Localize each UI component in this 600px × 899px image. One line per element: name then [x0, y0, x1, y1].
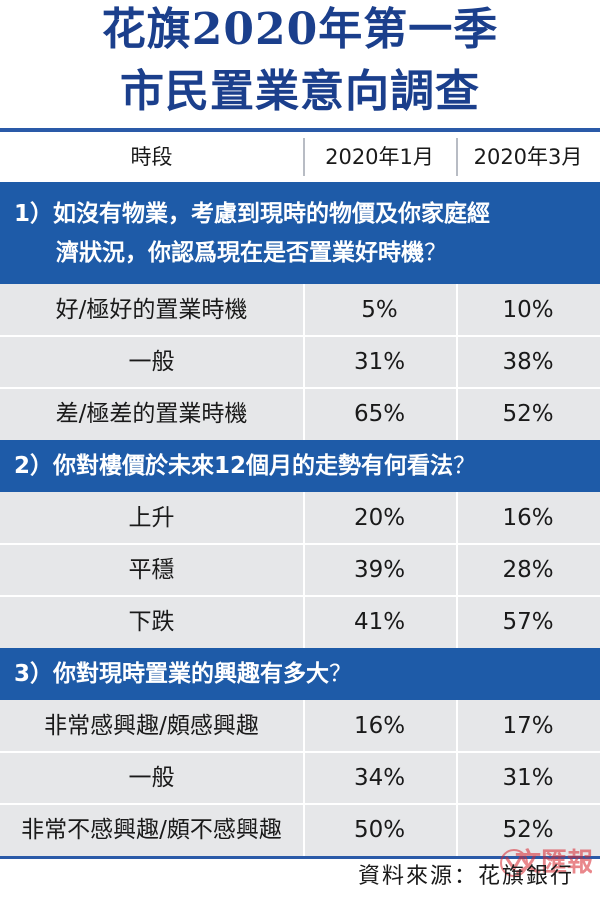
question-1-band: 1）如沒有物業，考慮到現時的物價及你家庭經 濟狀況，你認爲現在是否置業好時機？	[0, 182, 600, 284]
row-mar: 10%	[502, 297, 554, 323]
header-jan: 2020年1月	[325, 145, 434, 169]
row-mar: 38%	[502, 349, 554, 375]
question-3-number: 3）	[14, 661, 54, 687]
question-2-qmark: ？	[453, 453, 477, 479]
question-1-number: 1）	[14, 201, 54, 227]
row-jan: 16%	[353, 713, 406, 739]
row-mar: 31%	[502, 765, 554, 791]
row-jan: 39%	[353, 557, 406, 583]
table-row: 非常感興趣/頗感興趣 16% 17%	[0, 700, 600, 752]
question-1-text-line2: 濟狀況，你認爲現在是否置業好時機	[56, 240, 424, 266]
watermark-text: 文匯報	[515, 847, 592, 878]
bottom-rule	[0, 856, 600, 859]
table-row: 上升 20% 16%	[0, 492, 600, 544]
page-title-line1: 花旗2020年第一季	[101, 4, 499, 55]
question-3-qmark: ？	[329, 661, 353, 687]
row-jan: 50%	[353, 817, 406, 843]
header-mar: 2020年3月	[473, 145, 583, 169]
row-label: 一般	[128, 765, 175, 791]
table-row: 好/極好的置業時機 5% 10%	[0, 284, 600, 336]
top-rule	[0, 128, 600, 132]
row-label: 非常感興趣/頗感興趣	[44, 713, 259, 739]
table-row: 一般 34% 31%	[0, 752, 600, 804]
row-label: 平穩	[128, 557, 175, 583]
row-label: 下跌	[128, 609, 175, 635]
row-label: 一般	[128, 349, 175, 375]
row-mar: 52%	[502, 401, 554, 427]
question-2-text: 你對樓價於未來12個月的走勢有何看法	[53, 453, 454, 479]
row-label: 好/極好的置業時機	[55, 297, 248, 323]
question-3-text: 你對現時置業的興趣有多大	[53, 661, 330, 687]
question-1-text-line1: 如沒有物業，考慮到現時的物價及你家庭經	[53, 201, 491, 227]
table-row: 一般 31% 38%	[0, 336, 600, 388]
row-label: 差/極差的置業時機	[55, 401, 248, 427]
row-jan: 34%	[353, 765, 406, 791]
table-row: 下跌 41% 57%	[0, 596, 600, 648]
table-row: 非常不感興趣/頗不感興趣 50% 52%	[0, 804, 600, 856]
question-3-band: 3）你對現時置業的興趣有多大？	[0, 648, 600, 700]
row-jan: 5%	[361, 297, 398, 323]
question-2-band: 2）你對樓價於未來12個月的走勢有何看法？	[0, 440, 600, 492]
table-row: 平穩 39% 28%	[0, 544, 600, 596]
header-period: 時段	[130, 145, 173, 169]
question-2-number: 2）	[14, 453, 54, 479]
row-jan: 41%	[353, 609, 406, 635]
row-mar: 52%	[502, 817, 554, 843]
source-note: 資料來源：花旗銀行	[357, 864, 574, 889]
row-mar: 57%	[502, 609, 554, 635]
row-jan: 20%	[353, 505, 406, 531]
row-label: 上升	[128, 505, 175, 531]
page-title-line2: 市民置業意向調查	[120, 66, 480, 117]
row-label: 非常不感興趣/頗不感興趣	[21, 817, 282, 843]
row-mar: 28%	[502, 557, 554, 583]
question-1-qmark: ？	[424, 240, 447, 266]
row-mar: 17%	[502, 713, 554, 739]
wenweipo-logo-icon: 文匯報	[500, 847, 592, 878]
row-jan: 65%	[353, 401, 406, 427]
table-header: 時段 2020年1月 2020年3月	[0, 132, 600, 182]
table-row: 差/極差的置業時機 65% 52%	[0, 388, 600, 440]
row-mar: 16%	[502, 505, 554, 531]
row-jan: 31%	[353, 349, 406, 375]
